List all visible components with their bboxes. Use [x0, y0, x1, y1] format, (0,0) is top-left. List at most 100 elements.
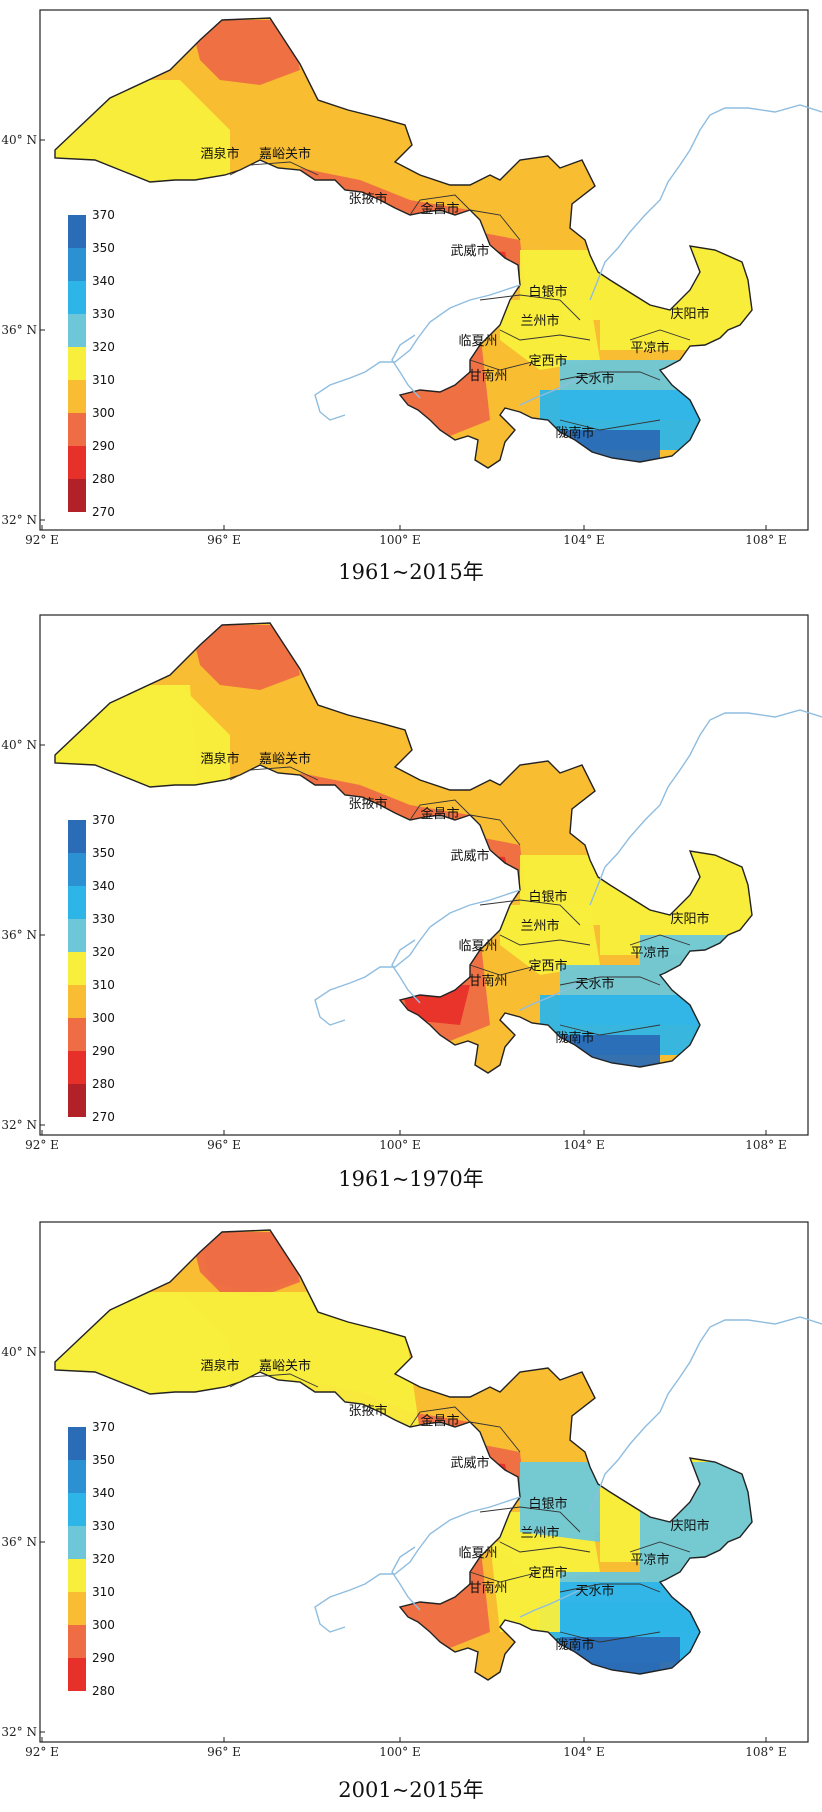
legend-label: 310 — [92, 373, 115, 387]
y-tick-label: 40° N — [1, 738, 37, 752]
legend-label: 290 — [92, 1651, 115, 1665]
isoline-region — [500, 905, 600, 975]
map-panel-2: 酒泉市 嘉峪关市 张掖市 金昌市 武威市 白银市 兰州市 临夏州 定西市 甘南州 天水市 陇南市 平凉市… — [0, 605, 822, 1205]
y-tick-label: 32° N — [1, 1725, 37, 1739]
legend-swatch — [68, 1658, 86, 1691]
legend-swatch — [68, 1460, 86, 1493]
legend-swatch — [68, 886, 86, 919]
city-border — [499, 1541, 591, 1553]
legend-swatch — [68, 1625, 86, 1658]
city-label: 定西市 — [528, 958, 567, 974]
city-border — [229, 766, 319, 781]
legend-swatch — [68, 1018, 86, 1051]
x-tick-label: 96° E — [207, 1138, 241, 1152]
x-tick-label: 108° E — [745, 1745, 786, 1759]
city-border — [629, 934, 691, 946]
isoline-region — [190, 625, 300, 690]
province-outline — [54, 17, 753, 469]
city-border — [629, 1541, 691, 1553]
city-border — [409, 1406, 471, 1428]
legend-label: 300 — [92, 1618, 115, 1632]
city-label: 甘南州 — [468, 368, 507, 384]
legend-swatch — [68, 1559, 86, 1592]
city-label: 兰州市 — [520, 918, 559, 934]
isoline-region — [200, 1234, 298, 1292]
x-tick-label: 92° E — [25, 1745, 59, 1759]
legend-label: 320 — [92, 1552, 115, 1566]
river-line — [519, 377, 581, 406]
city-label: 白银市 — [528, 1496, 567, 1512]
legend-label: 370 — [92, 813, 115, 827]
city-label: 嘉峪关市 — [259, 1358, 311, 1374]
city-label: 庆阳市 — [670, 911, 709, 927]
city-label: 武威市 — [450, 243, 489, 259]
city-border — [469, 814, 521, 846]
city-label: 陇南市 — [555, 1637, 594, 1653]
legend-label: 270 — [92, 505, 115, 519]
city-label: 天水市 — [575, 371, 614, 387]
river-line — [314, 284, 521, 421]
city-label: 天水市 — [575, 976, 614, 992]
city-border — [479, 294, 581, 321]
legend-label: 340 — [92, 1486, 115, 1500]
x-tick-label: 100° E — [379, 1138, 420, 1152]
legend-label: 330 — [92, 1519, 115, 1533]
legend-label: 330 — [92, 307, 115, 321]
city-label: 兰州市 — [520, 313, 559, 329]
x-tick-label: 108° E — [745, 1138, 786, 1152]
city-border — [559, 1631, 661, 1643]
x-tick-label: 92° E — [25, 533, 59, 547]
legend-swatch — [68, 1592, 86, 1625]
river-line — [391, 939, 421, 1004]
city-border — [469, 1421, 521, 1453]
x-tick-label: 100° E — [379, 1745, 420, 1759]
city-border — [469, 209, 521, 241]
legend-swatch — [68, 1051, 86, 1084]
city-label: 嘉峪关市 — [259, 751, 311, 767]
legend-swatch — [68, 248, 86, 281]
province-outline — [54, 1229, 753, 1681]
legend-label: 300 — [92, 1011, 115, 1025]
x-tick-label: 92° E — [25, 1138, 59, 1152]
city-label: 酒泉市 — [200, 751, 239, 767]
city-border — [479, 1506, 581, 1533]
legend-label: 330 — [92, 912, 115, 926]
x-tick-label: 96° E — [207, 1745, 241, 1759]
city-border — [409, 799, 471, 821]
x-tick-label: 108° E — [745, 533, 786, 547]
legend-label: 350 — [92, 241, 115, 255]
legend-swatch — [68, 479, 86, 512]
map-panel-3: 酒泉市 嘉峪关市 张掖市 金昌市 武威市 白银市 兰州市 临夏州 定西市 甘南州 天水市 陇南市 平凉市… — [0, 1212, 822, 1812]
city-label: 甘南州 — [468, 973, 507, 989]
legend-swatch — [68, 380, 86, 413]
map-title-2: 1961~1970年 — [338, 1167, 484, 1191]
x-tick-label: 104° E — [563, 1138, 604, 1152]
y-tick-label: 40° N — [1, 1345, 37, 1359]
city-border — [229, 161, 319, 176]
city-border — [469, 359, 541, 371]
legend-label: 290 — [92, 1044, 115, 1058]
legend-label: 310 — [92, 978, 115, 992]
legend-label: 320 — [92, 945, 115, 959]
isoline-region — [490, 1542, 560, 1632]
legend-swatch — [68, 1427, 86, 1460]
legend-swatch — [68, 1493, 86, 1526]
legend-label: 300 — [92, 406, 115, 420]
city-label: 张掖市 — [348, 191, 387, 207]
y-tick-label: 40° N — [1, 133, 37, 147]
city-border — [559, 976, 661, 986]
isoline-region — [190, 20, 300, 85]
y-tick-label: 32° N — [1, 513, 37, 527]
legend-swatch — [68, 985, 86, 1018]
city-border — [559, 371, 661, 381]
legend-swatch — [68, 820, 86, 853]
city-border — [469, 1571, 541, 1583]
river-line — [589, 709, 822, 906]
river-line — [391, 1546, 421, 1611]
map-title-1: 1961~2015年 — [338, 560, 484, 584]
y-tick-label: 32° N — [1, 1118, 37, 1132]
city-label: 酒泉市 — [200, 146, 239, 162]
legend-swatch — [68, 853, 86, 886]
